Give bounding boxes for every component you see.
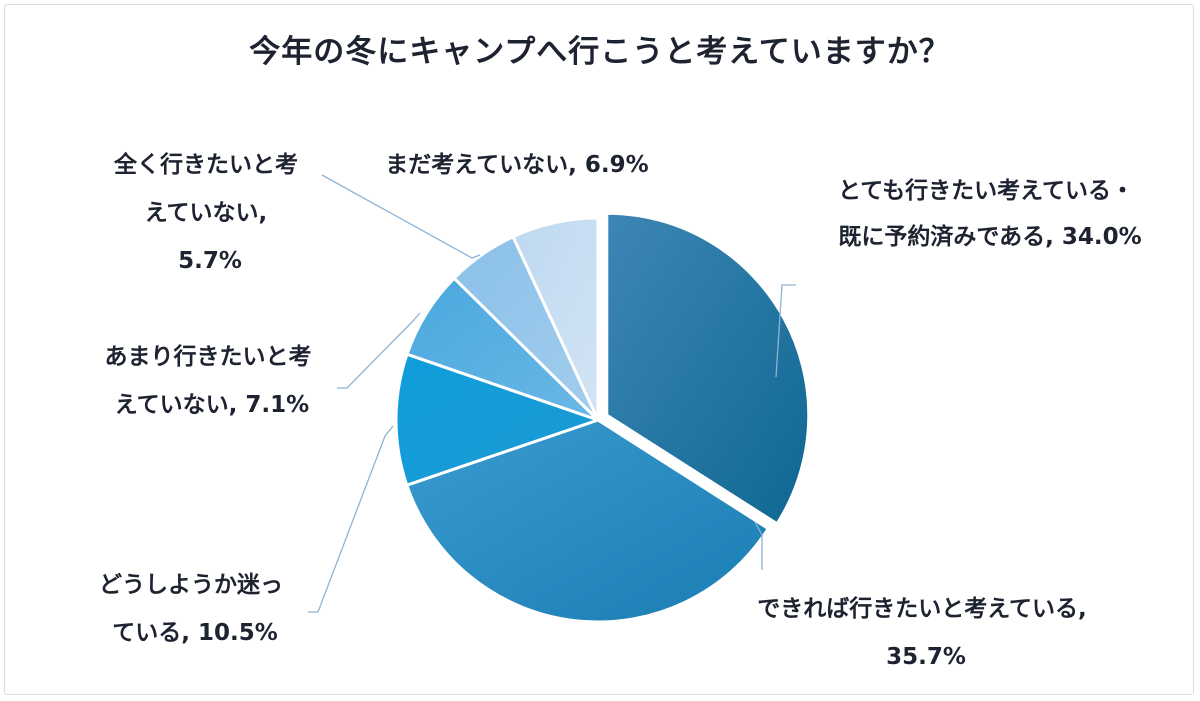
label-want-if-possible-line2: 35.7% — [886, 644, 966, 670]
label-undecided-line1: どうしようか迷っ — [99, 572, 283, 598]
leader-line-10 — [308, 425, 394, 613]
label-not-much-line1: あまり行きたいと考 — [104, 343, 311, 370]
label-not-at-all-line3: 5.7% — [178, 248, 242, 274]
label-not-much-line2: えていない, 7.1% — [115, 392, 309, 418]
label-undecided-line2: ている, 10.5% — [112, 620, 278, 646]
leader-line-7 — [337, 312, 421, 389]
slice-undecided — [394, 352, 603, 488]
slice-not-yet — [511, 216, 600, 421]
leader-line-34 — [775, 284, 796, 378]
label-not-much: あまり行きたいと考 えていない, 7.1% — [104, 343, 319, 418]
pie-slices — [394, 211, 811, 624]
slice-want-if-possible — [404, 418, 771, 624]
label-not-yet: まだ考えていない, 6.9% — [385, 152, 648, 178]
label-very-want-line1: とても行きたい考えている・ — [838, 177, 1134, 204]
label-not-at-all: 全く行きたいと考 えていない, 5.7% — [113, 151, 306, 274]
label-very-want: とても行きたい考えている・ 既に予約済みである, 34.0% — [838, 177, 1142, 250]
label-undecided: どうしようか迷っ ている, 10.5% — [99, 572, 291, 646]
label-not-at-all-line2: えていない, — [145, 200, 268, 226]
label-very-want-line2: 既に予約済みである, 34.0% — [838, 223, 1141, 250]
label-want-if-possible: できれば行きたいと考えている, 35.7% — [757, 595, 1095, 670]
label-want-if-possible-line1: できれば行きたいと考えている, — [757, 595, 1087, 622]
chart-title: 今年の冬にキャンプへ行こうと考えていますか？ — [249, 34, 951, 70]
leader-line-35 — [754, 521, 763, 570]
label-not-at-all-line1: 全く行きたいと考 — [113, 151, 298, 178]
slice-very-want — [605, 211, 811, 526]
leader-line-5 — [321, 174, 481, 259]
label-not-yet-line1: まだ考えていない, 6.9% — [385, 152, 648, 178]
